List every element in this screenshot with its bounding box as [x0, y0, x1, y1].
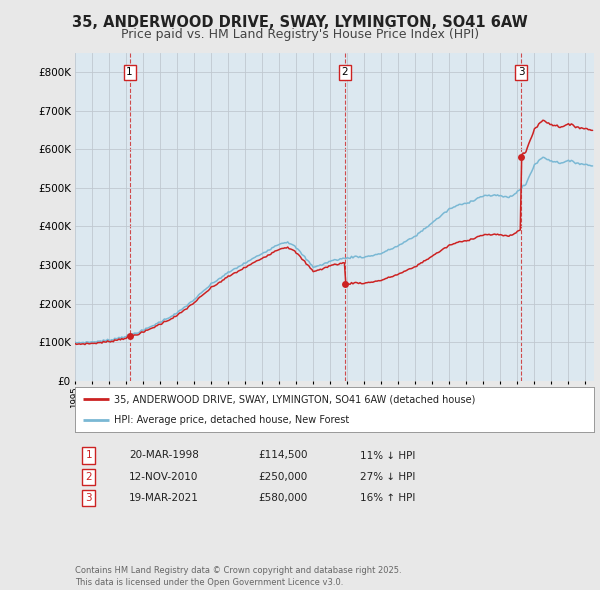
Text: £580,000: £580,000 [258, 493, 307, 503]
Text: 11% ↓ HPI: 11% ↓ HPI [360, 451, 415, 460]
Text: 20-MAR-1998: 20-MAR-1998 [129, 451, 199, 460]
Text: 19-MAR-2021: 19-MAR-2021 [129, 493, 199, 503]
Text: £250,000: £250,000 [258, 472, 307, 481]
Text: 2: 2 [85, 472, 92, 481]
Text: Contains HM Land Registry data © Crown copyright and database right 2025.
This d: Contains HM Land Registry data © Crown c… [75, 566, 401, 587]
Text: 1: 1 [85, 451, 92, 460]
Text: 27% ↓ HPI: 27% ↓ HPI [360, 472, 415, 481]
Text: HPI: Average price, detached house, New Forest: HPI: Average price, detached house, New … [114, 415, 349, 425]
Text: 12-NOV-2010: 12-NOV-2010 [129, 472, 199, 481]
Text: Price paid vs. HM Land Registry's House Price Index (HPI): Price paid vs. HM Land Registry's House … [121, 28, 479, 41]
Text: 2: 2 [342, 67, 349, 77]
Text: £114,500: £114,500 [258, 451, 308, 460]
Text: 3: 3 [518, 67, 524, 77]
Text: 16% ↑ HPI: 16% ↑ HPI [360, 493, 415, 503]
Text: 35, ANDERWOOD DRIVE, SWAY, LYMINGTON, SO41 6AW (detached house): 35, ANDERWOOD DRIVE, SWAY, LYMINGTON, SO… [114, 394, 475, 404]
Text: 1: 1 [127, 67, 133, 77]
Text: 35, ANDERWOOD DRIVE, SWAY, LYMINGTON, SO41 6AW: 35, ANDERWOOD DRIVE, SWAY, LYMINGTON, SO… [72, 15, 528, 30]
Text: 3: 3 [85, 493, 92, 503]
